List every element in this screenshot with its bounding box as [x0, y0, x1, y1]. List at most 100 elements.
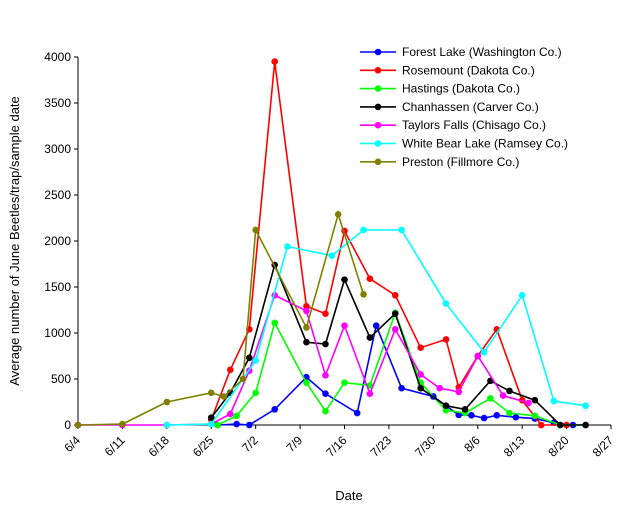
y-tick-label: 4000	[44, 50, 71, 64]
data-point	[341, 322, 348, 329]
data-point	[360, 291, 367, 298]
data-point	[284, 243, 291, 250]
data-point	[474, 352, 482, 360]
series-line	[78, 294, 529, 426]
data-point	[271, 58, 279, 65]
legend-entry: Forest Lake (Washington Co.)	[360, 45, 562, 59]
series-6	[163, 226, 589, 429]
series-7	[74, 211, 367, 429]
legend-label: Rosemount (Dakota Co.)	[402, 63, 535, 77]
data-point	[525, 399, 532, 407]
data-point	[487, 395, 494, 402]
data-point	[271, 406, 279, 413]
legend-label: Forest Lake (Washington Co.)	[402, 45, 562, 59]
data-point	[582, 421, 589, 429]
x-tick-label: 6/18	[146, 433, 173, 460]
data-point	[207, 420, 215, 428]
data-point	[461, 406, 469, 413]
legend-label: Hastings (Dakota Co.)	[402, 82, 520, 96]
x-tick-label: 8/20	[545, 433, 572, 460]
legend-entry: Preston (Fillmore Co.)	[360, 155, 519, 169]
data-point	[499, 392, 507, 399]
data-point	[246, 421, 253, 429]
legend-marker	[374, 121, 382, 129]
data-point	[207, 389, 215, 397]
data-point	[334, 211, 342, 218]
data-point	[252, 357, 259, 364]
data-point	[582, 402, 589, 409]
data-point	[391, 326, 399, 333]
legend-marker	[374, 140, 382, 147]
data-point	[398, 226, 405, 234]
legend-entry: Chanhassen (Carver Co.)	[360, 100, 539, 114]
data-point	[417, 384, 424, 392]
x-tick-label: 8/27	[590, 433, 617, 460]
data-point	[353, 409, 361, 417]
series-line	[77, 211, 365, 426]
series-line	[210, 61, 567, 426]
data-point	[233, 420, 240, 428]
data-point	[556, 421, 564, 429]
data-point	[303, 324, 310, 331]
data-point	[239, 375, 247, 383]
y-tick-label: 3000	[44, 142, 71, 156]
legend-label: Preston (Fillmore Co.)	[402, 155, 519, 169]
data-point	[119, 420, 126, 428]
data-point	[322, 340, 329, 348]
x-tick-label: 7/16	[323, 433, 350, 460]
data-point	[303, 379, 310, 386]
legend-marker	[374, 85, 382, 92]
data-point	[468, 412, 475, 419]
y-axis-title: Average number of June Beetles/trap/samp…	[7, 96, 22, 386]
data-point	[303, 307, 310, 315]
data-point	[531, 412, 539, 420]
legend-entry: Hastings (Dakota Co.)	[360, 82, 520, 96]
legend-marker	[374, 67, 382, 74]
data-point	[233, 412, 240, 420]
legend-label: Taylors Falls (Chisago Co.)	[402, 118, 546, 132]
data-point	[518, 291, 526, 299]
data-point	[531, 396, 539, 404]
data-point	[366, 390, 374, 398]
data-point	[303, 338, 310, 346]
data-point	[493, 412, 501, 419]
data-point	[480, 349, 488, 356]
data-point	[442, 336, 450, 343]
x-tick-label: 6/4	[61, 433, 83, 455]
y-tick-label: 2500	[44, 188, 71, 202]
data-point	[163, 421, 171, 429]
data-point	[163, 398, 171, 406]
series-4	[207, 261, 589, 429]
data-point	[442, 300, 450, 307]
data-point	[372, 322, 380, 329]
x-tick-label: 7/2	[239, 433, 261, 455]
data-point	[214, 421, 221, 429]
data-point	[246, 354, 253, 362]
data-point	[74, 421, 82, 429]
x-tick-label: 6/25	[190, 433, 217, 460]
data-point	[328, 252, 336, 260]
x-tick-label: 7/9	[284, 433, 306, 455]
data-point	[226, 366, 234, 374]
data-point	[341, 379, 348, 386]
data-point	[537, 421, 545, 429]
data-point	[506, 409, 513, 417]
data-point	[417, 371, 424, 378]
data-point	[341, 276, 348, 283]
data-point	[207, 414, 215, 421]
data-point	[436, 384, 443, 392]
series-line	[217, 322, 573, 426]
series-1	[214, 322, 577, 429]
legend-entry: White Bear Lake (Ramsey Co.)	[360, 137, 568, 151]
data-point	[220, 393, 228, 400]
data-point	[512, 413, 520, 421]
legend-marker	[374, 158, 382, 166]
data-point	[417, 344, 424, 352]
legend-marker	[374, 103, 382, 111]
data-point	[322, 310, 329, 317]
data-point	[455, 388, 463, 396]
legend-label: Chanhassen (Carver Co.)	[402, 100, 539, 114]
x-tick-label: 7/23	[368, 433, 395, 460]
data-point	[442, 402, 450, 409]
